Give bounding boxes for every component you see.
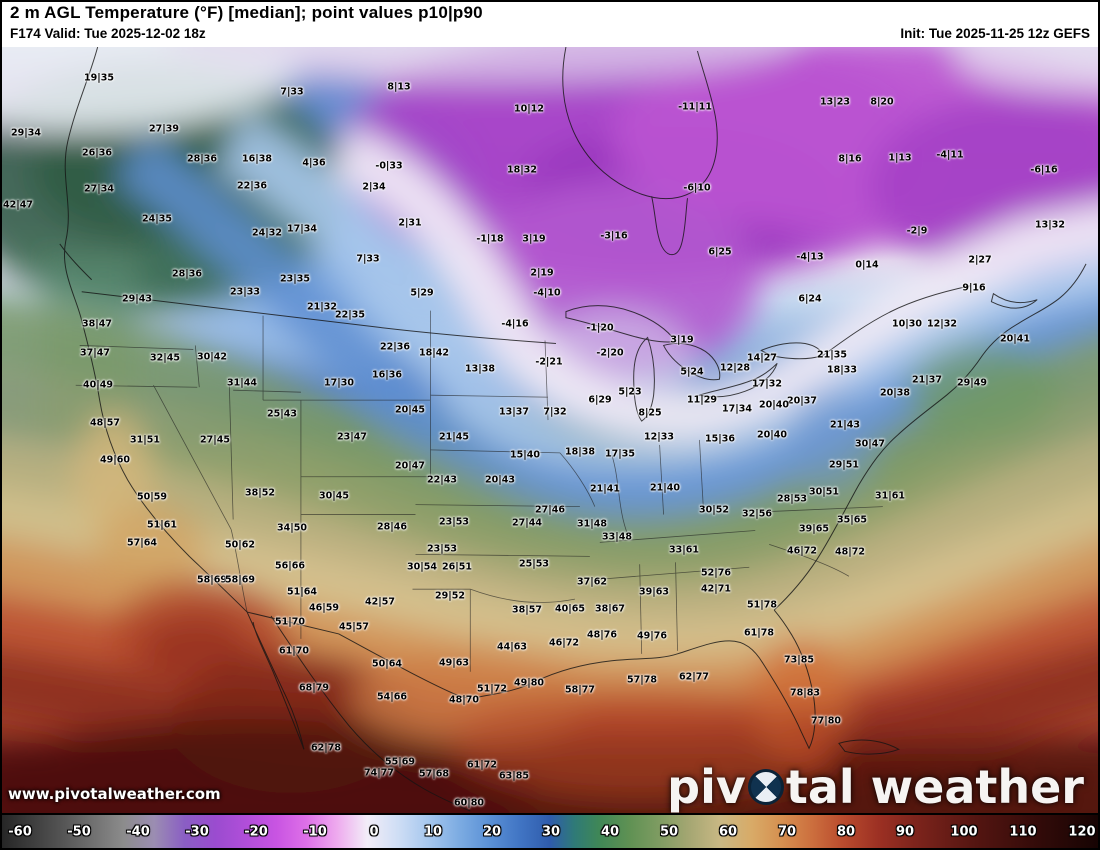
colorbar-tick-label: 120 — [1068, 824, 1096, 839]
colorbar-tick-label: -40 — [126, 824, 150, 839]
field-blobs — [2, 47, 1098, 813]
colorbar: -60 -50 -40 -30 -20 -10 0 10 20 30 40 50 60 70 80 90 100… — [2, 813, 1098, 848]
colorbar-tick-label: 70 — [777, 824, 797, 839]
init-time-label: Init: Tue 2025-11-25 12z GEFS — [900, 26, 1090, 41]
colorbar-tick-label: -20 — [244, 824, 268, 839]
valid-time-label: F174 Valid: Tue 2025-12-02 18z — [10, 26, 206, 41]
brand-text-post: tal weather — [785, 760, 1084, 813]
colorbar-tick-label: 20 — [482, 824, 502, 839]
colorbar-tick-label: 10 — [423, 824, 443, 839]
temperature-map: 19|35 7|33 8|13 10|12 -11|11 13|23 8|20 29|34 27… — [2, 47, 1098, 813]
state-borders — [75, 310, 883, 672]
colorbar-tick-label: 40 — [600, 824, 620, 839]
watermark-brand: piv tal weather — [667, 762, 1084, 813]
colorbar-tick-label: -60 — [8, 824, 32, 839]
colorbar-tick-label: 30 — [541, 824, 561, 839]
colorbar-tick-label: 60 — [718, 824, 738, 839]
watermark-url: www.pivotalweather.com — [8, 785, 221, 803]
colorbar-tick-label: 100 — [950, 824, 978, 839]
colorbar-tick-label: -30 — [185, 824, 209, 839]
page-title: 2 m AGL Temperature (°F) [median]; point… — [10, 3, 483, 22]
header: 2 m AGL Temperature (°F) [median]; point… — [2, 2, 1098, 47]
brand-text-pre: piv — [667, 760, 746, 813]
pivotal-logo-icon — [747, 769, 784, 806]
temperature-field-canvas — [2, 47, 1098, 813]
colorbar-tick-label: 90 — [895, 824, 915, 839]
colorbar-tick-label: -10 — [303, 824, 327, 839]
colorbar-tick-label: 80 — [836, 824, 856, 839]
colorbar-tick-label: 110 — [1009, 824, 1037, 839]
colorbar-tick-label: 0 — [369, 824, 379, 839]
colorbar-tick-label: 50 — [659, 824, 679, 839]
colorbar-tick-label: -50 — [67, 824, 91, 839]
coastline-borders — [59, 47, 1087, 812]
